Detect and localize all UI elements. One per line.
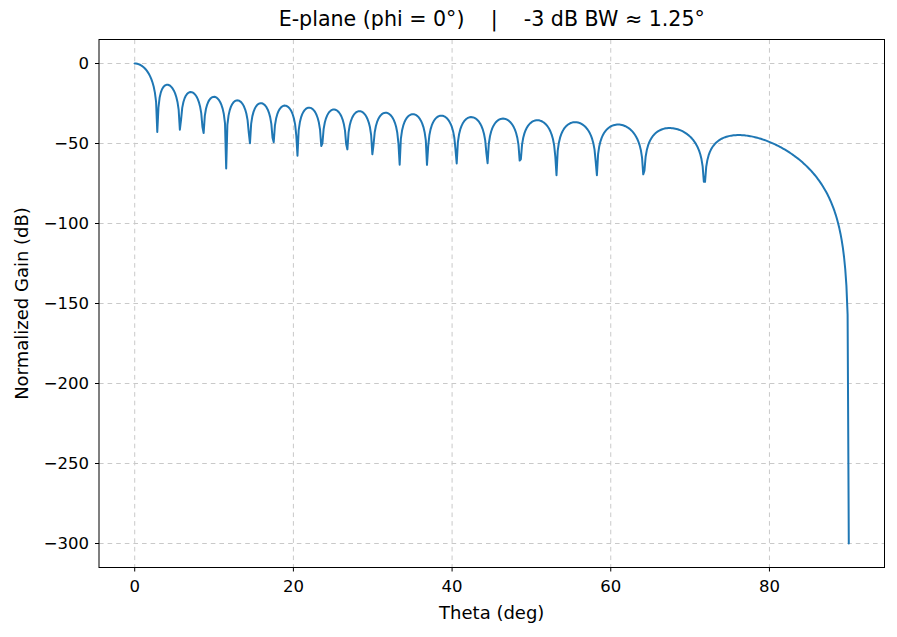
y-axis-label: Normalized Gain (dB)	[11, 207, 32, 400]
x-tick-label: 60	[600, 577, 621, 596]
y-tick-label: −50	[54, 134, 89, 153]
y-tick-label: −250	[44, 454, 89, 473]
x-tick-label: 80	[759, 577, 780, 596]
x-axis-label: Theta (deg)	[438, 602, 544, 623]
gain-pattern-chart: 0 20 40 60 80 0 −50 −100 −150 −200 −250 −300 E-pla…	[0, 0, 897, 637]
y-tick-label: 0	[79, 54, 90, 73]
y-tick-label: −100	[44, 214, 89, 233]
y-tick-label: −200	[44, 374, 89, 393]
y-tick-label: −300	[44, 534, 89, 553]
y-tick-label: −150	[44, 294, 89, 313]
x-tick-label: 20	[283, 577, 304, 596]
chart-title: E-plane (phi = 0°) | -3 dB BW ≈ 1.25°	[279, 7, 705, 32]
x-tick-label: 0	[129, 577, 140, 596]
x-tick-label: 40	[442, 577, 463, 596]
